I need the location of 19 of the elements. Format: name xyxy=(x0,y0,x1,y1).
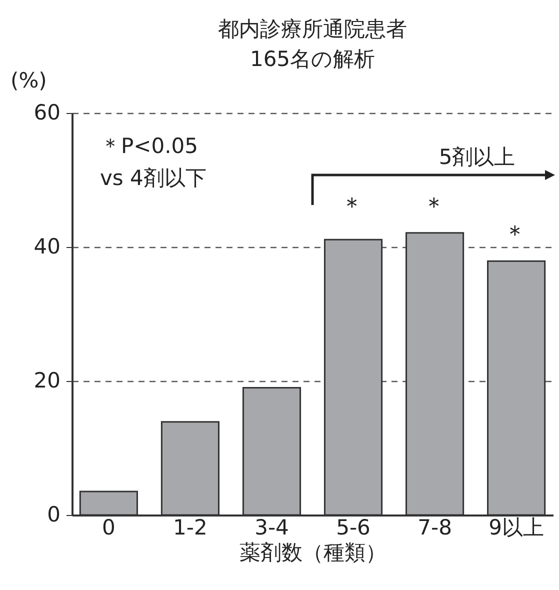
annotation: ＊ xyxy=(503,220,527,248)
y-tick-label: 60 xyxy=(34,100,60,124)
x-tick-label: 7-8 xyxy=(418,516,452,540)
text: 165名の解析 xyxy=(250,47,376,71)
x-tick-label: 3-4 xyxy=(254,516,289,540)
y-axis-title: (%) xyxy=(10,68,47,92)
annotation: vs 4剤以下 xyxy=(100,166,206,190)
x-tick-label: 9以上 xyxy=(488,516,544,540)
text: 都内診療所通院患者 xyxy=(218,17,407,41)
annotation: ＊ xyxy=(340,192,364,220)
annotation: 5剤以上 xyxy=(438,145,516,169)
y-tick-label: 40 xyxy=(34,234,60,258)
annotation: ＊ xyxy=(422,192,446,220)
x-tick-label: 1-2 xyxy=(173,516,208,540)
y-tick-label: 20 xyxy=(34,368,60,392)
x-axis-title: 薬剤数（種類） xyxy=(240,540,386,564)
x-tick-label: 5-6 xyxy=(336,516,370,540)
annotation: ＊P<0.05 xyxy=(100,134,198,158)
x-tick-label: 0 xyxy=(102,516,116,540)
